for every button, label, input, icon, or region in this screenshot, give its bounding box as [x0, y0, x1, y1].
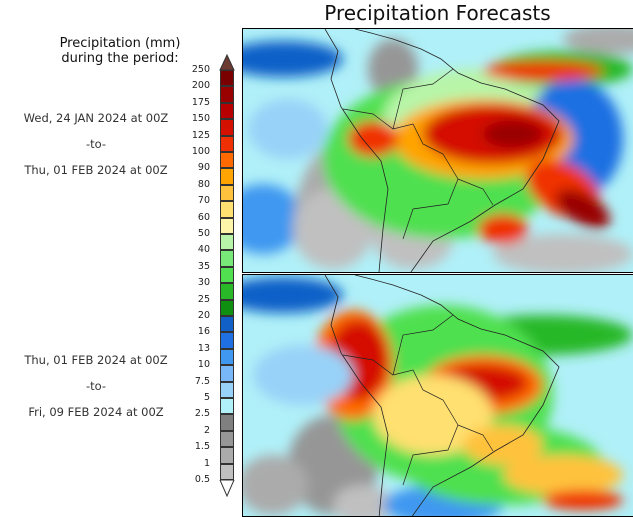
period-2-sep: -to-: [85, 379, 107, 393]
map-panel-period-2: [242, 274, 633, 517]
colorbar-swatch: [220, 316, 234, 333]
period-2-start: Thu, 01 FEB 2024 at 00Z: [24, 353, 168, 367]
precip-area: [248, 99, 328, 159]
colorbar-swatch: [220, 184, 234, 202]
country-borders: [342, 314, 494, 486]
precip-area: [478, 214, 528, 244]
colorbar-label: 80: [197, 178, 210, 190]
map-panel-period-1: [242, 28, 633, 273]
colorbar-label: 0.5: [194, 474, 210, 485]
colorbar-swatch: [220, 135, 234, 152]
legend-title: Precipitation (mm) during the period:: [20, 36, 220, 66]
country-borders: [342, 68, 494, 240]
colorbar-label: 7.5: [194, 375, 210, 387]
period-1-end: Thu, 01 FEB 2024 at 00Z: [24, 163, 168, 177]
colorbar-bottom-arrow: [219, 480, 235, 498]
precip-area: [243, 184, 303, 254]
colorbar-label: 1: [203, 457, 210, 469]
colorbar-swatch: [220, 348, 234, 366]
colorbar-label: 250: [191, 64, 210, 75]
colorbar-swatch: [220, 365, 234, 382]
colorbar-swatch: [220, 250, 234, 267]
coastline: [324, 29, 560, 272]
colorbar-swatch: [220, 201, 234, 218]
colorbar-label: 1.5: [194, 441, 210, 453]
colorbar-swatch: [220, 381, 234, 398]
legend-title-line1: Precipitation (mm): [59, 36, 181, 51]
colorbar-label: 90: [197, 162, 210, 174]
colorbar-label: 35: [197, 260, 210, 272]
page-title: Precipitation Forecasts: [324, 1, 551, 25]
precip-area: [333, 485, 393, 516]
precip-area: [555, 189, 611, 229]
colorbar-swatch: [220, 447, 234, 464]
colorbar-label: 2: [203, 424, 210, 436]
precip-area: [243, 455, 308, 515]
colorbar-swatch: [220, 414, 234, 431]
colorbar-top-arrow: [219, 54, 235, 71]
colorbar-swatch: [220, 70, 234, 87]
period-1-sep: -to-: [85, 137, 107, 151]
period-1-label: Wed, 24 JAN 2024 at 00Z -to- Thu, 01 FEB…: [0, 112, 192, 190]
precipitation-map-2: [243, 275, 633, 516]
period-2-label: Thu, 01 FEB 2024 at 00Z -to- Fri, 09 FEB…: [0, 354, 192, 432]
colorbar-swatch: [220, 86, 234, 103]
colorbar-label: 150: [191, 113, 210, 125]
colorbar-label: 40: [197, 244, 210, 256]
precipitation-map-1: [243, 29, 633, 272]
colorbar-label: 20: [197, 310, 210, 321]
colorbar-swatch: [220, 283, 234, 300]
precip-area: [243, 277, 343, 313]
colorbar-label: 5: [203, 392, 210, 403]
colorbar-swatch: [220, 102, 234, 120]
colorbar-label: 50: [197, 228, 210, 239]
precip-area: [243, 41, 343, 77]
precip-area: [373, 375, 493, 455]
colorbar-swatch: [220, 217, 234, 234]
colorbar-swatch: [220, 332, 234, 349]
period-1-start: Wed, 24 JAN 2024 at 00Z: [23, 111, 169, 125]
precip-area: [463, 425, 543, 465]
colorbar-label: 25: [197, 293, 210, 305]
colorbar-swatch: [220, 152, 234, 169]
colorbar-swatch: [220, 299, 234, 316]
colorbar-swatch: [220, 266, 234, 284]
precip-area: [348, 121, 398, 157]
colorbar-label: 125: [191, 129, 210, 141]
period-2-end: Fri, 09 FEB 2024 at 00Z: [28, 405, 164, 419]
colorbar-label: 175: [191, 96, 210, 108]
colorbar-swatch: [220, 234, 234, 251]
precip-area: [543, 490, 623, 510]
colorbar-swatch: [220, 398, 234, 415]
legend-title-line2: during the period:: [61, 51, 179, 66]
precip-area: [253, 345, 353, 405]
colorbar-label: 10: [197, 359, 210, 371]
colorbar-swatch: [220, 463, 234, 480]
colorbar-label: 60: [197, 211, 210, 223]
colorbar-label: 200: [191, 80, 210, 92]
colorbar-label: 30: [197, 277, 210, 289]
colorbar-label: 70: [197, 195, 210, 207]
precip-area: [503, 455, 623, 495]
coastline: [324, 275, 560, 516]
precip-area: [483, 61, 603, 81]
colorbar-label: 100: [191, 146, 210, 157]
colorbar-swatch: [220, 430, 234, 448]
colorbar-label: 13: [197, 342, 210, 354]
precip-area: [563, 29, 633, 54]
colorbar-label: 2.5: [194, 408, 210, 420]
colorbar-label: 16: [197, 326, 210, 338]
precip-area: [483, 120, 543, 148]
colorbar-swatch: [220, 168, 234, 185]
precip-area: [493, 234, 633, 272]
colorbar-swatch: [220, 119, 234, 136]
